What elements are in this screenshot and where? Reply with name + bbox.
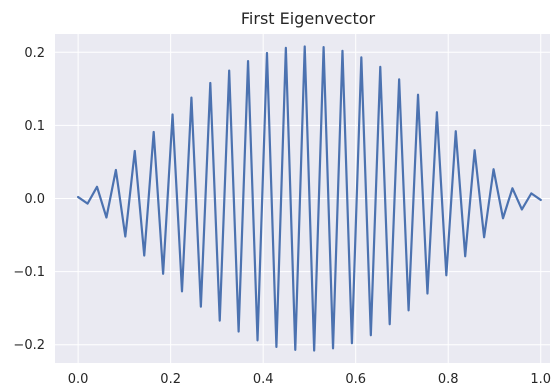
y-axis-ticks: −0.2 −0.1 0.0 0.1 0.2 [13,46,45,353]
y-tick-label: −0.2 [13,338,45,353]
x-tick-label: 1.0 [530,372,551,387]
y-tick-label: 0.2 [24,46,45,61]
x-tick-label: 0.2 [160,372,181,387]
x-axis-ticks: 0.0 0.2 0.4 0.6 0.8 1.0 [68,372,551,387]
series-line [77,45,542,352]
y-tick-label: 0.1 [24,119,45,134]
series-group [77,45,542,352]
y-tick-label: 0.0 [24,192,45,207]
x-tick-label: 0.8 [438,372,459,387]
x-tick-label: 0.4 [253,372,274,387]
x-tick-label: 0.6 [345,372,366,387]
y-tick-label: −0.1 [13,265,45,280]
chart-title: First Eigenvector [241,9,376,28]
x-tick-label: 0.0 [68,372,89,387]
